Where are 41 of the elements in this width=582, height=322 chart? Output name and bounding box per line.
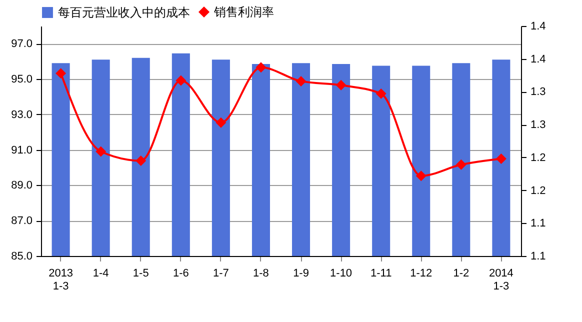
legend-label: 销售利润率 <box>213 5 274 19</box>
point <box>336 80 346 90</box>
y2-tick-label: 1.2 <box>530 152 546 164</box>
y-tick-label: 87.0 <box>11 215 32 228</box>
x-tick-label: 1-2 <box>453 268 470 280</box>
point <box>256 62 266 73</box>
y2-tick-label: 1.3 <box>530 86 546 98</box>
y-tick-label: 97.0 <box>11 38 32 50</box>
x-tick-label: 1-9 <box>293 268 309 280</box>
point <box>376 88 386 99</box>
y2-tick-label: 1.4 <box>530 20 546 32</box>
y-tick-label: 89.0 <box>11 180 32 192</box>
point <box>56 68 66 79</box>
y-tick-label: 93.0 <box>11 108 32 121</box>
x-tick-label: 1-6 <box>172 268 189 280</box>
y2-tick-label: 1.3 <box>530 119 546 132</box>
x-tick-label: 1-8 <box>253 268 269 280</box>
y-tick-label: 95.0 <box>11 74 32 86</box>
y2-tick-label: 1.2 <box>530 184 546 197</box>
x-tick-label: 2013 1-3 <box>48 268 74 292</box>
x-tick-label: 1-4 <box>92 268 109 280</box>
y-tick-label: 85.0 <box>11 250 32 262</box>
x-tick-label: 2014 1-3 <box>488 268 514 292</box>
x-tick-label: 1-12 <box>410 268 432 280</box>
point <box>96 146 106 157</box>
y2-tick-label: 1.4 <box>530 53 546 66</box>
point <box>296 76 306 86</box>
y2-tick-label: 1.1 <box>530 218 546 230</box>
x-tick-label: 1-7 <box>212 268 229 280</box>
x-tick-label: 1-10 <box>330 268 352 280</box>
point <box>176 75 186 86</box>
point <box>496 154 506 164</box>
point <box>136 155 146 166</box>
y-tick-label: 91.0 <box>11 144 32 156</box>
point <box>416 170 426 182</box>
x-tick-label: 1-11 <box>370 268 392 280</box>
legend-label: 每百元营业收入中的成本 <box>58 6 190 20</box>
point <box>216 117 226 128</box>
y2-tick-label: 1.1 <box>530 250 546 262</box>
point <box>456 159 466 170</box>
x-tick-label: 1-5 <box>132 268 149 280</box>
